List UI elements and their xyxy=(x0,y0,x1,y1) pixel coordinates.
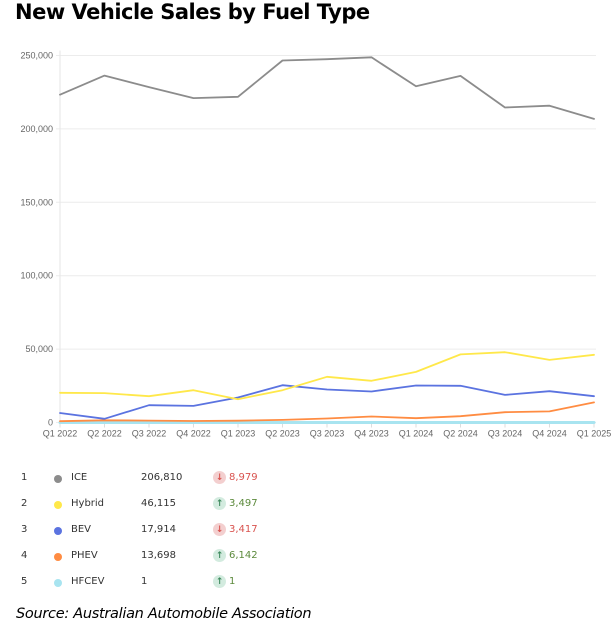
change-value: 1 xyxy=(229,576,236,587)
legend-change: ↑ 1 xyxy=(213,575,235,588)
legend-rank: 4 xyxy=(21,550,28,561)
legend-value: 1 xyxy=(141,576,148,587)
legend-value: 46,115 xyxy=(141,498,176,509)
y-tick-label: 250,000 xyxy=(20,51,53,61)
legend-rank: 3 xyxy=(21,524,28,535)
series-line-bev xyxy=(59,384,595,420)
x-tick-label: Q2 2022 xyxy=(87,429,122,439)
legend-series-name: PHEV xyxy=(71,550,98,561)
y-tick-label: 100,000 xyxy=(20,271,53,281)
arrow-up-icon: ↑ xyxy=(213,549,226,562)
legend-color-dot xyxy=(54,553,62,561)
legend-row[interactable]: 3 BEV 17,914 ↓ 3,417 xyxy=(0,520,616,542)
legend-value: 13,698 xyxy=(141,550,176,561)
change-value: 6,142 xyxy=(229,550,258,561)
line-chart: 0 50,000 100,000 150,000 200,000 250,000 Q1 20… xyxy=(20,50,612,439)
legend-color-dot xyxy=(54,501,62,509)
legend-series-name: Hybrid xyxy=(71,498,105,509)
legend-color-dot xyxy=(54,527,62,535)
y-tick-label: 50,000 xyxy=(25,344,53,354)
x-tick-label: Q1 2024 xyxy=(399,429,434,439)
legend-row[interactable]: 4 PHEV 13,698 ↑ 6,142 xyxy=(0,546,616,568)
x-tick-label: Q2 2024 xyxy=(443,429,478,439)
legend-series-name: ICE xyxy=(71,472,88,483)
arrow-up-icon: ↑ xyxy=(213,497,226,510)
legend-color-dot xyxy=(54,475,62,483)
legend-series-name: HFCEV xyxy=(71,576,105,587)
series-line-hybrid xyxy=(59,351,595,401)
x-tick-label: Q1 2022 xyxy=(43,429,78,439)
x-tick-label: Q4 2024 xyxy=(532,429,567,439)
chart-title: New Vehicle Sales by Fuel Type xyxy=(15,0,370,24)
arrow-up-icon: ↑ xyxy=(213,575,226,588)
arrow-down-icon: ↓ xyxy=(213,471,226,484)
x-tick-label: Q3 2022 xyxy=(132,429,167,439)
y-tick-label: 150,000 xyxy=(20,197,53,207)
legend-rank: 1 xyxy=(21,472,28,483)
source-caption: Source: Australian Automobile Associatio… xyxy=(16,606,312,622)
legend-row[interactable]: 1 ICE 206,810 ↓ 8,979 xyxy=(0,468,616,490)
legend-change: ↑ 3,497 xyxy=(213,497,258,510)
legend-series-name: BEV xyxy=(71,524,92,535)
x-tick-label: Q4 2022 xyxy=(176,429,211,439)
arrow-down-icon: ↓ xyxy=(213,523,226,536)
x-tick-label: Q1 2023 xyxy=(221,429,256,439)
legend-rank: 2 xyxy=(21,498,28,509)
x-tick-label: Q2 2023 xyxy=(265,429,300,439)
change-value: 8,979 xyxy=(229,472,258,483)
legend-rank: 5 xyxy=(21,576,28,587)
x-tick-label: Q4 2023 xyxy=(354,429,389,439)
y-tick-label: 200,000 xyxy=(20,124,53,134)
legend-value: 17,914 xyxy=(141,524,176,535)
legend-change: ↓ 3,417 xyxy=(213,523,258,536)
legend-change: ↓ 8,979 xyxy=(213,471,258,484)
series-layer xyxy=(58,56,596,424)
series-line-phev xyxy=(59,401,595,423)
y-tick-label: 0 xyxy=(48,418,53,428)
x-tick-label: Q3 2024 xyxy=(488,429,523,439)
series-line-ice xyxy=(59,56,595,120)
legend-row[interactable]: 5 HFCEV 1 ↑ 1 xyxy=(0,572,616,594)
legend-row[interactable]: 2 Hybrid 46,115 ↑ 3,497 xyxy=(0,494,616,516)
legend-value: 206,810 xyxy=(141,472,183,483)
change-value: 3,417 xyxy=(229,524,258,535)
grid-layer xyxy=(56,55,596,423)
x-tick-label: Q3 2023 xyxy=(310,429,345,439)
change-value: 3,497 xyxy=(229,498,258,509)
x-tick-label: Q1 2025 xyxy=(577,429,612,439)
legend-change: ↑ 6,142 xyxy=(213,549,258,562)
legend-color-dot xyxy=(54,579,62,587)
